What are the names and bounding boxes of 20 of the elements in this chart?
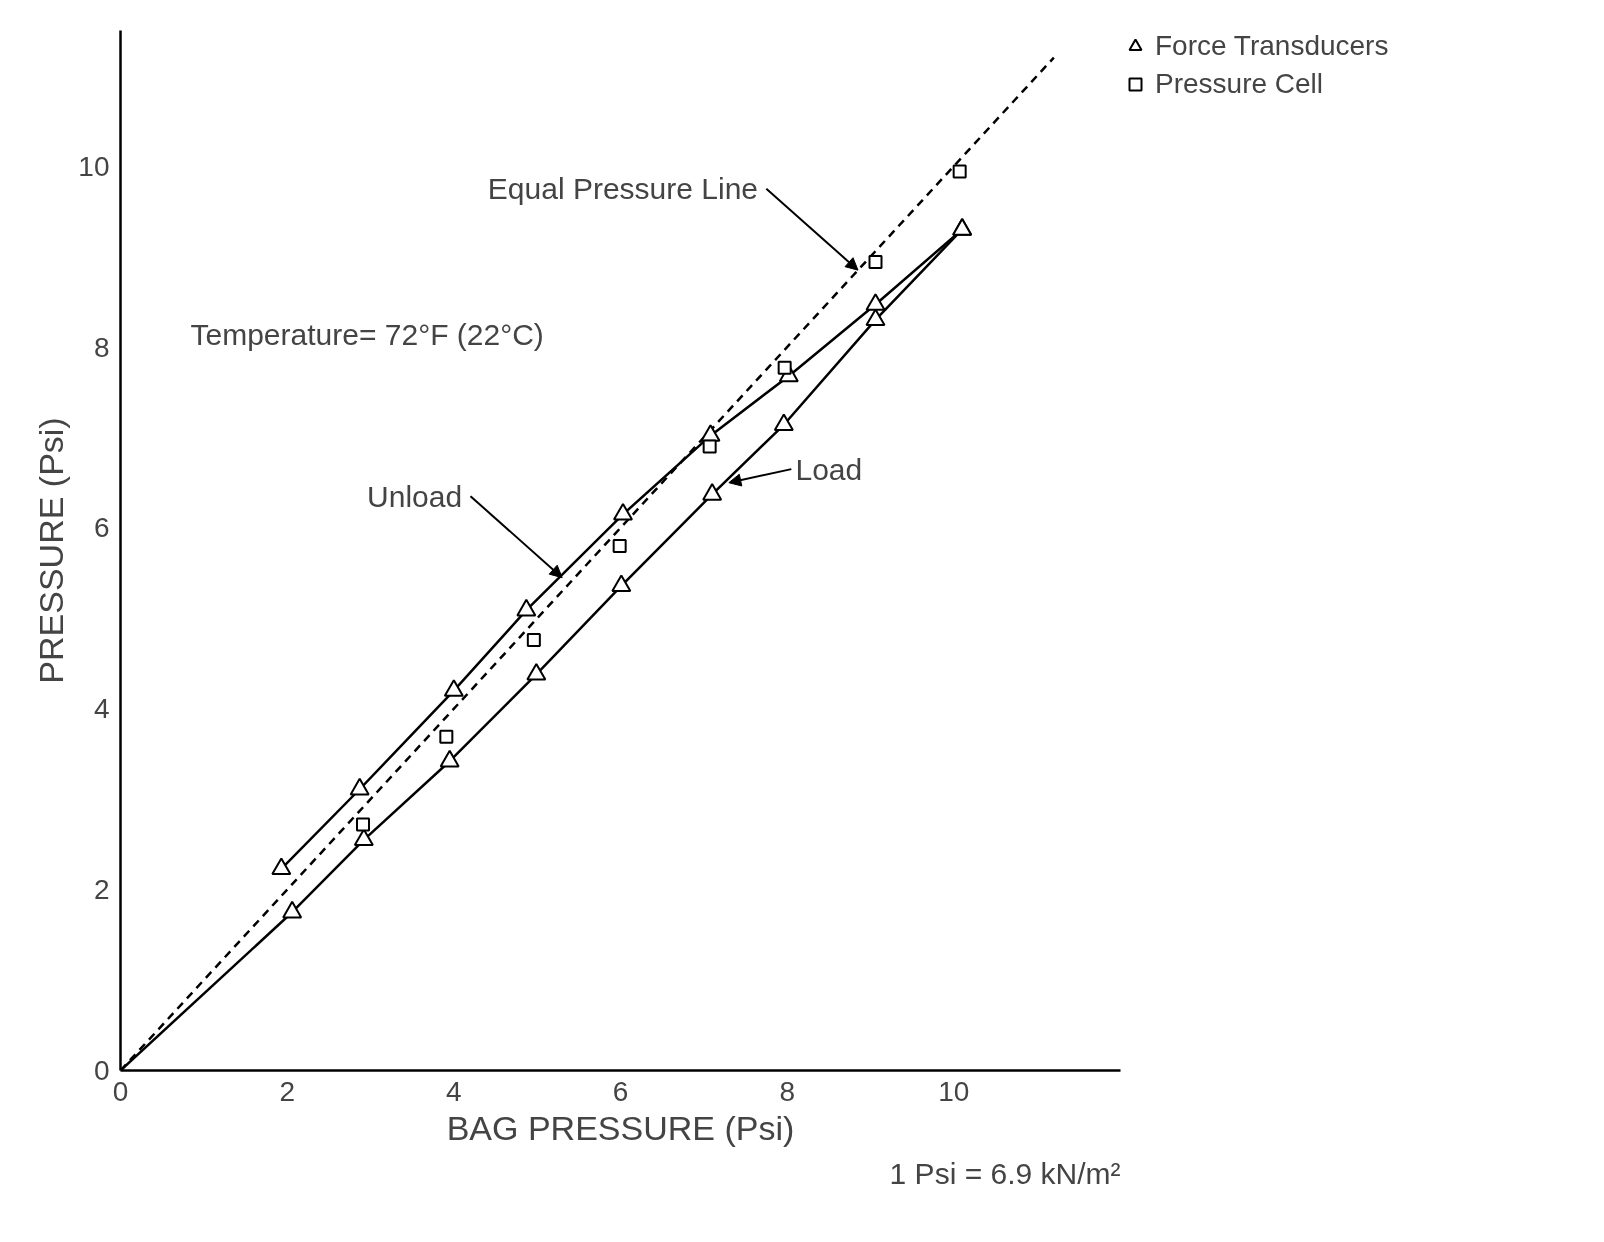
y-tick-label: 6 xyxy=(93,512,110,544)
y-axis-title: PRESSURE (Psi) xyxy=(32,417,71,684)
legend-label: Force Transducers xyxy=(1155,30,1389,62)
x-tick-label: 4 xyxy=(446,1075,462,1107)
annotation: Temperature= 72°F (22°C) xyxy=(190,317,544,351)
legend-label: Pressure Cell xyxy=(1155,68,1324,100)
y-tick-label: 4 xyxy=(93,693,110,725)
annotation: Equal Pressure Line xyxy=(487,172,759,206)
text: 1 Psi = 6.9 kN/m² xyxy=(889,1156,1121,1190)
x-tick-label: 6 xyxy=(612,1075,629,1107)
x-tick-label: 10 xyxy=(938,1075,970,1107)
y-tick-label: 0 xyxy=(93,1055,110,1086)
y-tick-label: 8 xyxy=(93,331,110,363)
x-tick-label: 2 xyxy=(279,1075,295,1107)
annotation: Load xyxy=(795,452,863,486)
y-tick-label: 2 xyxy=(93,874,110,906)
x-tick-label: 8 xyxy=(779,1075,795,1107)
x-axis-title: BAG PRESSURE (Psi) xyxy=(446,1108,795,1147)
y-tick-label: 10 xyxy=(78,150,110,182)
annotation: Unload xyxy=(367,479,463,513)
